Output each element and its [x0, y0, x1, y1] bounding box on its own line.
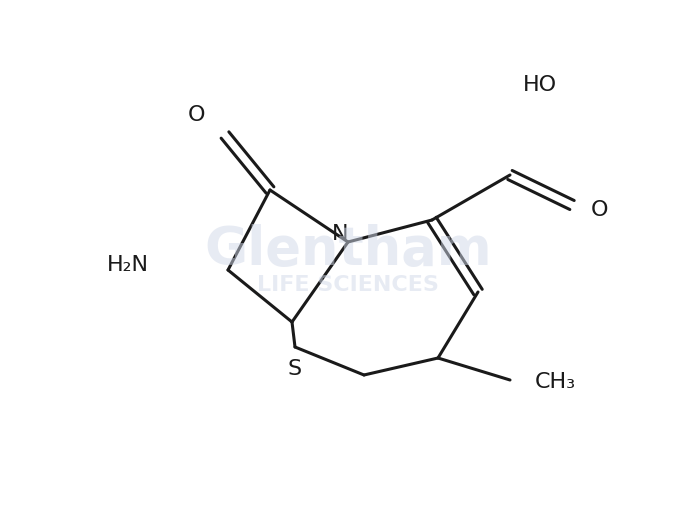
- Text: LIFE SCIENCES: LIFE SCIENCES: [257, 275, 439, 295]
- Text: CH₃: CH₃: [535, 372, 576, 392]
- Text: O: O: [187, 105, 205, 125]
- Text: HO: HO: [523, 75, 557, 95]
- Text: S: S: [288, 359, 302, 379]
- Text: O: O: [591, 200, 609, 220]
- Text: Glentham: Glentham: [204, 224, 492, 276]
- Text: N: N: [332, 224, 348, 244]
- Text: H₂N: H₂N: [107, 255, 149, 275]
